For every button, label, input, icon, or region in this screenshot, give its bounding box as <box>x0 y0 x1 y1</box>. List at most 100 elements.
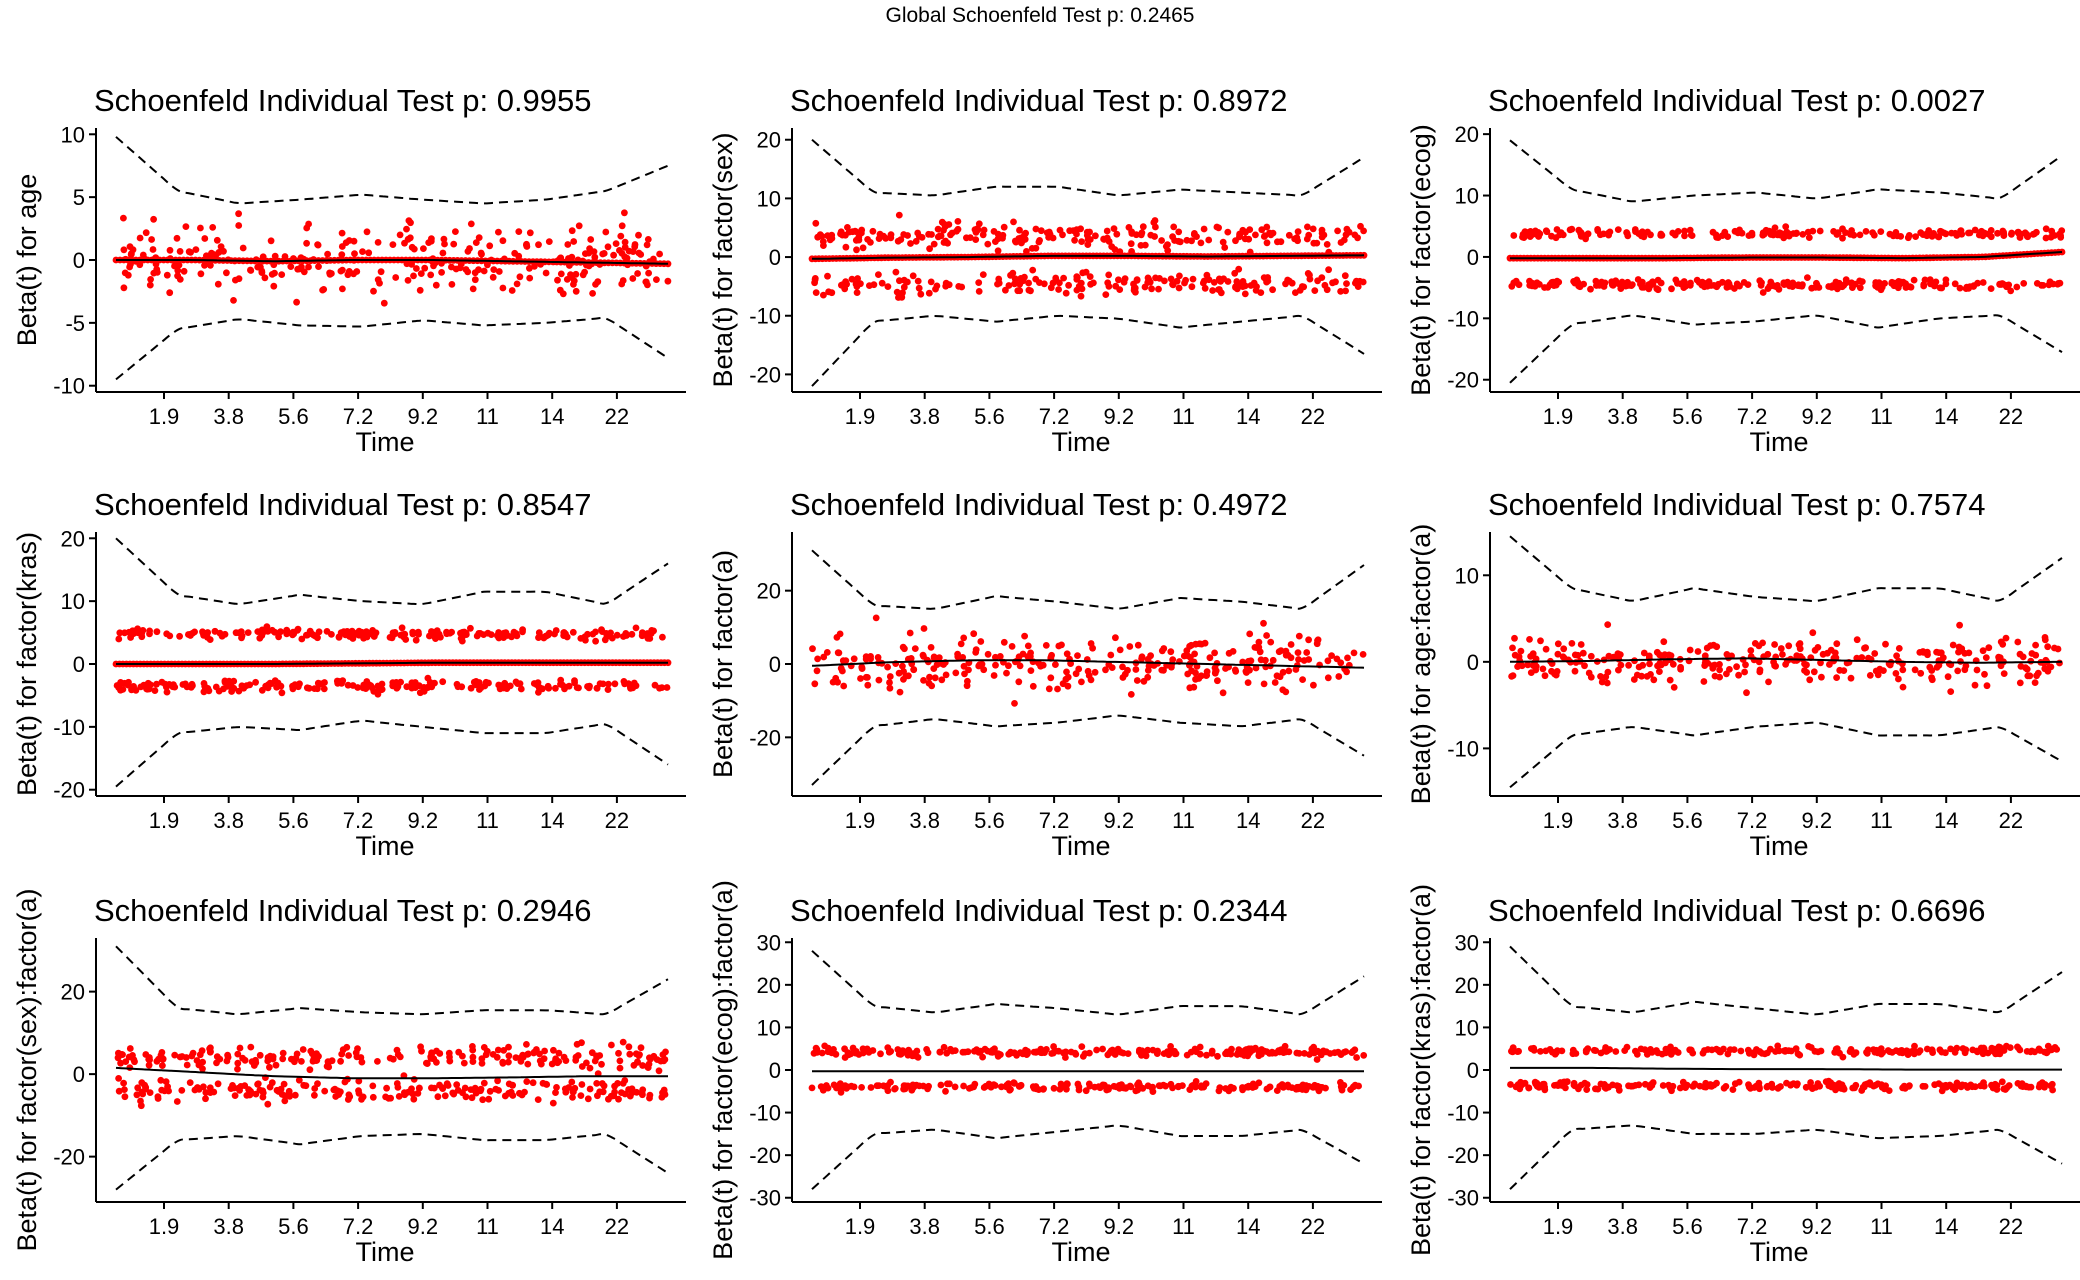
data-point <box>1858 1087 1866 1094</box>
data-point <box>1587 652 1595 660</box>
data-point <box>892 268 900 276</box>
data-point <box>303 239 310 247</box>
data-point <box>1084 667 1092 675</box>
data-point <box>490 266 498 273</box>
data-point <box>252 1056 259 1064</box>
data-point <box>1077 292 1085 300</box>
x-tick-label: 3.8 <box>213 404 244 429</box>
data-point <box>1766 282 1773 290</box>
data-point <box>163 630 171 638</box>
x-tick-label: 14 <box>540 808 564 833</box>
data-point <box>1729 1086 1737 1093</box>
data-point <box>1340 236 1348 244</box>
data-point <box>1345 228 1353 236</box>
data-point <box>460 1059 468 1067</box>
data-point <box>523 1078 531 1085</box>
data-point <box>1235 265 1243 273</box>
data-point <box>1200 1083 1207 1091</box>
data-point <box>1558 1047 1566 1055</box>
data-point <box>530 1049 538 1057</box>
data-point <box>1112 282 1120 290</box>
data-point <box>625 680 632 688</box>
data-point <box>197 224 204 232</box>
data-point <box>1880 667 1887 674</box>
data-point <box>568 1078 576 1086</box>
data-point <box>516 1089 523 1097</box>
data-point <box>639 1062 646 1069</box>
x-tick-label: 11 <box>1172 1214 1195 1239</box>
data-point <box>162 1078 170 1085</box>
data-point <box>1215 224 1222 232</box>
data-point <box>319 286 326 294</box>
data-point <box>992 238 999 246</box>
data-point <box>1279 686 1287 694</box>
data-point <box>1603 1083 1610 1090</box>
data-point <box>961 1048 969 1056</box>
data-point <box>551 630 558 638</box>
y-tick-label: 10 <box>61 589 85 614</box>
data-point <box>1042 642 1050 649</box>
data-point <box>900 283 908 291</box>
data-point <box>1785 642 1793 650</box>
data-point <box>586 1085 594 1093</box>
data-point <box>1748 229 1756 237</box>
data-point <box>1093 1046 1100 1054</box>
data-point <box>1511 651 1519 659</box>
data-point <box>394 1084 402 1091</box>
data-point <box>1003 669 1010 677</box>
data-point <box>2056 659 2063 667</box>
data-point <box>937 1081 945 1089</box>
data-point <box>1759 639 1766 647</box>
data-point <box>1247 657 1255 665</box>
data-point <box>279 1055 287 1063</box>
data-point <box>1833 231 1841 238</box>
data-point <box>499 1060 507 1067</box>
data-point <box>369 1093 377 1101</box>
data-point <box>482 1051 490 1059</box>
data-point <box>217 243 225 251</box>
y-tick-label: 0 <box>1467 245 1479 270</box>
data-point <box>1947 1045 1954 1053</box>
x-tick-label: 3.8 <box>909 808 940 833</box>
data-point <box>1980 1079 1987 1086</box>
data-point <box>626 1050 634 1058</box>
data-point <box>1246 226 1254 234</box>
data-point <box>994 1052 1002 1060</box>
data-point <box>1324 674 1332 682</box>
data-point <box>117 1059 124 1067</box>
data-point <box>1952 1084 1959 1091</box>
data-point <box>632 682 640 690</box>
data-point <box>949 1047 956 1055</box>
data-point <box>469 285 477 293</box>
data-point <box>858 663 866 671</box>
data-point <box>559 290 567 298</box>
data-point <box>1244 679 1252 686</box>
data-point <box>182 1054 190 1061</box>
data-point <box>1840 667 1848 674</box>
data-point <box>2024 672 2032 680</box>
data-point <box>1225 649 1233 657</box>
data-point <box>223 269 230 277</box>
data-point <box>1851 1084 1858 1092</box>
data-point <box>1767 231 1775 238</box>
data-point <box>494 1077 501 1085</box>
data-point <box>1353 277 1360 285</box>
data-point <box>1804 228 1812 236</box>
data-point <box>2000 670 2008 677</box>
data-point <box>513 280 521 288</box>
data-point <box>258 269 266 276</box>
data-point <box>1176 238 1184 246</box>
data-point <box>944 1080 951 1088</box>
data-point <box>1721 228 1729 236</box>
x-tick-label: 5.6 <box>1672 808 1703 833</box>
data-point <box>1010 218 1017 226</box>
data-point <box>1350 649 1358 657</box>
x-tick-label: 7.2 <box>343 1214 374 1239</box>
x-tick-label: 1.9 <box>845 808 876 833</box>
y-tick-label: -20 <box>749 1143 781 1168</box>
data-point <box>354 1045 361 1053</box>
data-point <box>2016 679 2024 687</box>
data-point <box>1134 641 1142 649</box>
data-point <box>614 1080 621 1087</box>
data-point <box>1224 1050 1231 1058</box>
